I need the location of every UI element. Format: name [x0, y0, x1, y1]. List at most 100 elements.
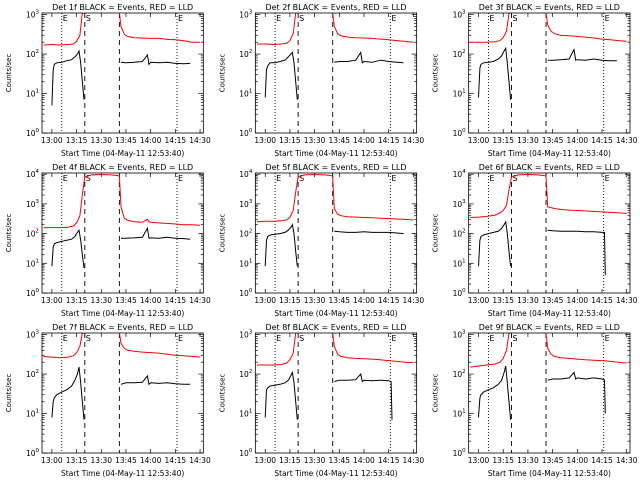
y-tick-label: 102 [26, 229, 39, 239]
detector-panel-5: Det 5f BLACK = Events, RED = LLD Counts/s… [218, 163, 424, 318]
events-rate-line [264, 223, 298, 267]
x-tick-label: 13:15 [279, 296, 301, 305]
x-tick-label: 13:30 [517, 296, 539, 305]
event-marker-label: E [63, 334, 68, 343]
y-axis-label: Counts/sec [5, 214, 13, 253]
x-tick-label: 14:00 [566, 136, 588, 145]
event-marker-label: E [178, 334, 183, 343]
y-axis-label: Counts/sec [218, 54, 226, 93]
events-rate-line [121, 226, 191, 240]
x-tick-label: 13:45 [328, 456, 350, 465]
events-rate-line [51, 228, 85, 268]
x-tick-label: 14:15 [378, 456, 400, 465]
x-tick-label: 13:00 [468, 136, 490, 145]
x-tick-label: 14:00 [353, 136, 375, 145]
x-tick-label: 14:00 [140, 136, 162, 145]
event-marker-label: S [299, 174, 304, 183]
x-tick-label: 13:45 [328, 296, 350, 305]
x-axis-label: Start Time (04-May-11 12:53:40) [488, 469, 611, 478]
lld-rate-line [257, 333, 298, 366]
y-tick-label: 104 [26, 169, 40, 179]
lld-rate-line [118, 176, 201, 226]
y-tick-label: 102 [239, 369, 252, 379]
x-tick-label: 14:15 [591, 136, 613, 145]
y-tick-label: 101 [239, 409, 252, 419]
x-tick-label: 14:00 [353, 456, 375, 465]
panel-title: Det 2f BLACK = Events, RED = LLD [265, 3, 406, 12]
event-marker-label: S [512, 14, 517, 23]
event-marker-label: S [299, 14, 304, 23]
x-tick-label: 13:45 [115, 456, 137, 465]
plot-frame [41, 12, 204, 134]
x-axis-label: Start Time (04-May-11 12:53:40) [274, 309, 397, 318]
y-tick-label: 100 [26, 288, 40, 298]
panel-title: Det 5f BLACK = Events, RED = LLD [265, 163, 406, 172]
lld-rate-line [332, 176, 414, 221]
y-axis-label: Counts/sec [5, 374, 13, 413]
y-tick-label: 100 [26, 128, 40, 138]
event-marker-label: E [63, 14, 68, 23]
x-tick-label: 13:30 [517, 456, 539, 465]
y-tick-label: 101 [26, 258, 39, 268]
plot-frame [41, 172, 204, 294]
y-tick-label: 102 [239, 229, 252, 239]
plot-frame [468, 172, 631, 294]
x-tick-label: 13:30 [90, 296, 112, 305]
x-tick-label: 14:30 [189, 456, 211, 465]
detector-panel-1: Det 1f BLACK = Events, RED = LLD Counts/s… [5, 3, 211, 158]
event-marker-label: S [512, 174, 517, 183]
event-marker-label: E [178, 174, 183, 183]
lld-rate-line [43, 13, 84, 46]
event-marker-label: E [178, 14, 183, 23]
x-tick-label: 13:45 [115, 136, 137, 145]
x-tick-label: 14:00 [353, 296, 375, 305]
x-tick-label: 14:30 [616, 296, 638, 305]
events-rate-line [51, 49, 85, 106]
y-tick-label: 102 [453, 229, 466, 239]
event-marker-label: E [489, 334, 494, 343]
detector-panel-6: Det 6f BLACK = Events, RED = LLD Counts/s… [432, 163, 638, 318]
x-tick-label: 14:30 [189, 136, 211, 145]
lld-rate-line [470, 333, 511, 368]
x-tick-label: 13:15 [279, 136, 301, 145]
events-rate-line [334, 373, 393, 420]
y-tick-label: 100 [26, 448, 40, 458]
y-tick-label: 102 [26, 49, 39, 59]
panel-title: Det 8f BLACK = Events, RED = LLD [265, 323, 406, 332]
y-tick-label: 102 [26, 369, 39, 379]
panel-title: Det 6f BLACK = Events, RED = LLD [479, 163, 620, 172]
events-rate-line [51, 366, 85, 420]
x-tick-label: 13:15 [66, 296, 88, 305]
lld-rate-line [470, 13, 511, 43]
x-tick-label: 13:00 [41, 296, 63, 305]
y-tick-label: 101 [453, 258, 466, 268]
detector-panel-7: Det 7f BLACK = Events, RED = LLD Counts/s… [5, 323, 211, 478]
y-axis-label: Counts/sec [432, 54, 440, 93]
events-rate-line [547, 371, 606, 414]
x-tick-label: 14:00 [566, 296, 588, 305]
detector-panel-8: Det 8f BLACK = Events, RED = LLD Counts/s… [218, 323, 424, 478]
events-rate-line [334, 51, 404, 64]
event-marker-label: E [489, 14, 494, 23]
lld-rate-line [332, 333, 414, 364]
x-tick-label: 13:45 [542, 296, 564, 305]
panel-title: Det 4f BLACK = Events, RED = LLD [52, 163, 193, 172]
x-tick-label: 13:45 [115, 296, 137, 305]
plot-frame [254, 12, 418, 134]
x-tick-label: 13:00 [468, 456, 490, 465]
events-rate-line [264, 370, 298, 420]
event-marker-label: E [276, 174, 281, 183]
lld-rate-line [470, 173, 547, 218]
detector-panel-4: Det 4f BLACK = Events, RED = LLD Counts/s… [5, 163, 211, 318]
events-rate-line [264, 51, 298, 100]
x-tick-label: 13:15 [279, 456, 301, 465]
x-tick-label: 13:15 [66, 456, 88, 465]
y-tick-label: 102 [453, 369, 466, 379]
event-marker-label: E [489, 174, 494, 183]
x-tick-label: 14:15 [165, 296, 187, 305]
x-tick-label: 14:00 [566, 456, 588, 465]
x-tick-label: 13:00 [254, 296, 276, 305]
event-marker-label: E [276, 14, 281, 23]
x-axis-label: Start Time (04-May-11 12:53:40) [61, 309, 184, 318]
